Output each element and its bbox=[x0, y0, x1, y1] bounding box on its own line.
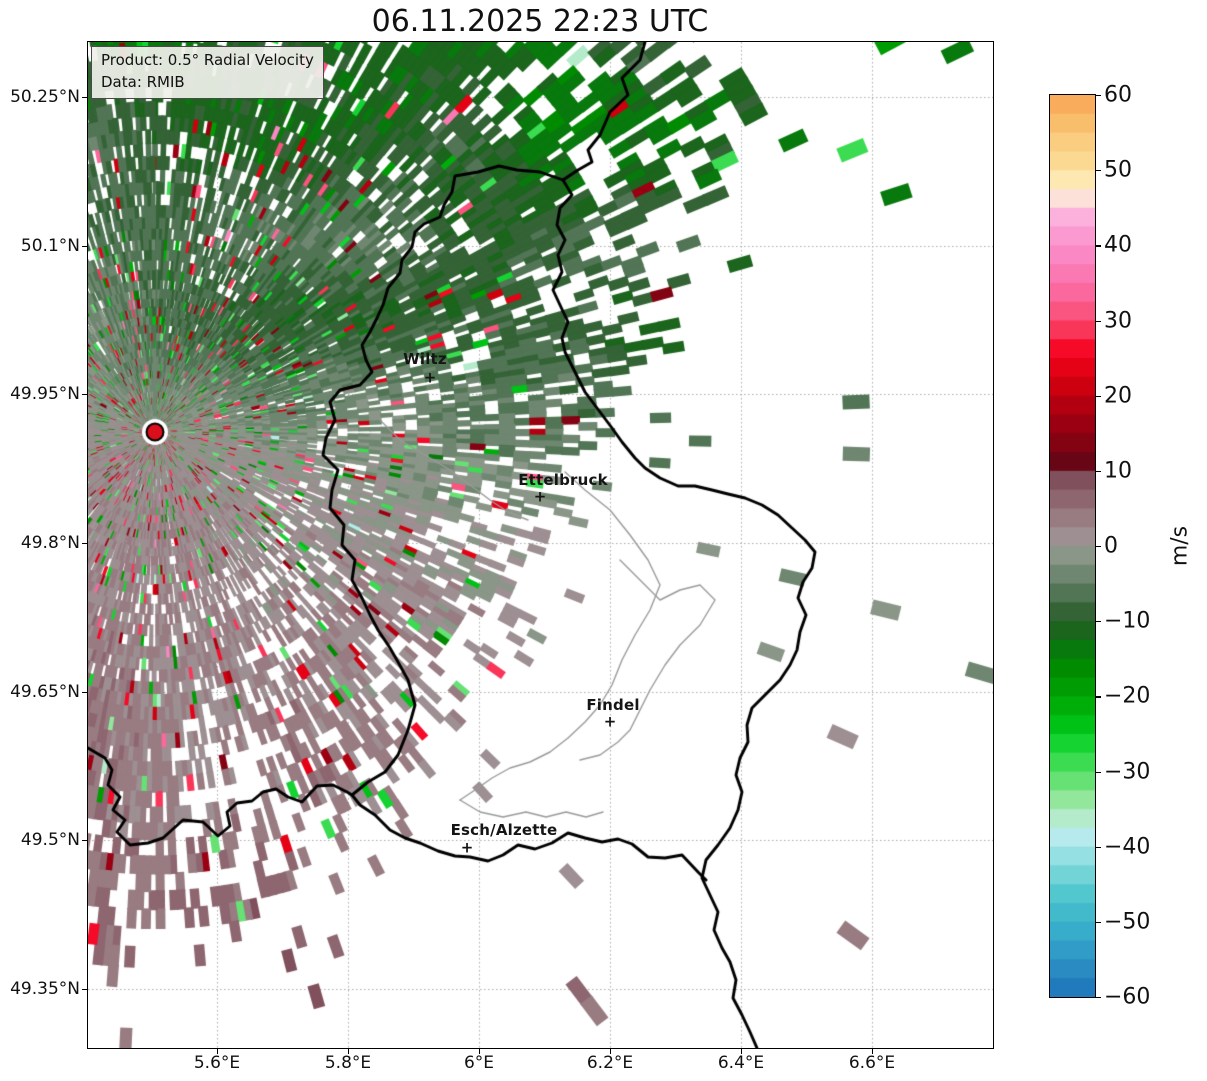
y-tick-label: 49.35°N bbox=[10, 979, 80, 999]
colorbar-tick-label: 0 bbox=[1104, 533, 1118, 559]
colorbar-tick-mark bbox=[1096, 771, 1101, 773]
colorbar-canvas bbox=[1050, 95, 1095, 997]
colorbar-tick-label: 10 bbox=[1104, 458, 1132, 484]
product-line: Product: 0.5° Radial Velocity bbox=[101, 51, 314, 69]
x-tick-label: 6°E bbox=[463, 1053, 495, 1073]
colorbar-tick-label: −40 bbox=[1104, 834, 1151, 860]
colorbar-tick-label: 20 bbox=[1104, 383, 1132, 409]
tick-mark bbox=[82, 97, 87, 99]
data-source-line: Data: RMIB bbox=[101, 72, 185, 91]
city-label: Wiltz bbox=[403, 350, 447, 368]
city-marker-icon: + bbox=[460, 838, 474, 857]
colorbar-tick-label: 30 bbox=[1104, 308, 1132, 333]
tick-mark bbox=[82, 840, 87, 842]
colorbar-tick-label: −60 bbox=[1104, 984, 1151, 1010]
y-tick-label: 49.5°N bbox=[20, 830, 80, 850]
colorbar-tick-mark bbox=[1096, 470, 1101, 473]
city-label: Esch/Alzette bbox=[450, 821, 558, 839]
y-tick-label: 50.1°N bbox=[20, 236, 80, 256]
y-tick-label: 50.25°N bbox=[10, 87, 80, 107]
tick-mark bbox=[217, 1049, 219, 1054]
tick-mark bbox=[82, 394, 87, 396]
city-marker-icon: + bbox=[603, 712, 617, 731]
colorbar-tick-mark bbox=[1096, 696, 1101, 698]
colorbar-tick-mark bbox=[1096, 621, 1101, 623]
tick-mark bbox=[741, 1049, 743, 1054]
map-plot-area: Product: 0.5° Radial Velocity Data: RMIB… bbox=[87, 41, 994, 1049]
x-tick-label: 6.2°E bbox=[586, 1053, 634, 1073]
city-label: Findel bbox=[586, 696, 640, 714]
product-info-box: Product: 0.5° Radial Velocity Data: RMIB bbox=[91, 46, 324, 99]
radar-field-canvas bbox=[88, 42, 993, 1048]
y-tick-label: 49.95°N bbox=[10, 384, 80, 404]
colorbar-tick-mark bbox=[1096, 170, 1101, 172]
city-label: Ettelbruck bbox=[518, 471, 608, 489]
colorbar-tick-label: 40 bbox=[1104, 232, 1132, 258]
colorbar-unit-label: m/s bbox=[1167, 525, 1193, 567]
tick-mark bbox=[872, 1049, 874, 1054]
tick-mark bbox=[82, 692, 87, 694]
colorbar-tick-mark bbox=[1096, 395, 1101, 397]
colorbar-tick-mark bbox=[1096, 997, 1101, 999]
city-marker-icon: + bbox=[423, 368, 437, 387]
tick-mark bbox=[82, 543, 87, 545]
x-tick-label: 5.6°E bbox=[193, 1053, 241, 1073]
colorbar-tick-label: 60 bbox=[1104, 82, 1132, 108]
colorbar-tick-mark bbox=[1096, 846, 1101, 848]
y-tick-label: 49.8°N bbox=[20, 533, 80, 553]
tick-mark bbox=[82, 989, 87, 991]
colorbar-tick-mark bbox=[1096, 95, 1101, 97]
colorbar-tick-mark bbox=[1096, 245, 1101, 247]
colorbar-tick-mark bbox=[1096, 546, 1101, 548]
city-marker-icon: + bbox=[533, 487, 547, 506]
colorbar-tick-label: 50 bbox=[1104, 157, 1132, 183]
x-tick-label: 6.4°E bbox=[717, 1053, 765, 1073]
colorbar-tick-label: −10 bbox=[1104, 608, 1151, 634]
figure-title: 06.11.2025 22:23 UTC bbox=[371, 4, 709, 39]
tick-mark bbox=[82, 246, 87, 248]
colorbar-tick-label: −30 bbox=[1104, 759, 1151, 784]
colorbar-tick-label: −50 bbox=[1104, 909, 1151, 935]
tick-mark bbox=[479, 1049, 481, 1054]
colorbar-tick-mark bbox=[1096, 921, 1101, 924]
y-tick-label: 49.65°N bbox=[10, 682, 80, 702]
colorbar-tick-mark bbox=[1096, 320, 1101, 322]
colorbar bbox=[1049, 94, 1096, 998]
colorbar-tick-label: −20 bbox=[1104, 683, 1151, 709]
tick-mark bbox=[610, 1049, 612, 1054]
x-tick-label: 6.6°E bbox=[848, 1053, 896, 1073]
x-tick-label: 5.8°E bbox=[324, 1053, 372, 1073]
tick-mark bbox=[348, 1049, 350, 1054]
